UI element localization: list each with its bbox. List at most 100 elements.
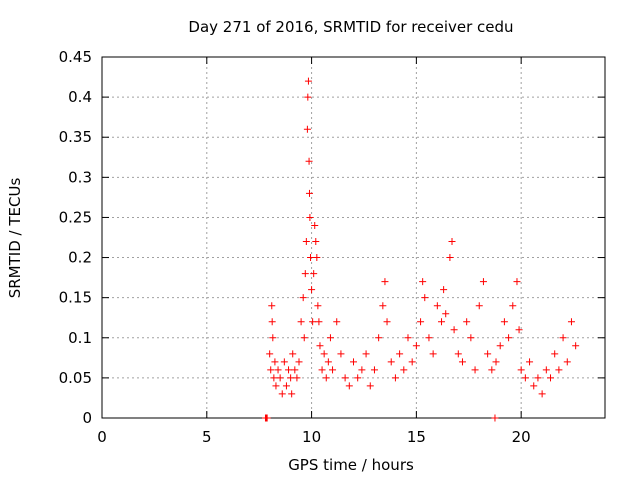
data-point [442,310,450,318]
data-point [270,374,278,382]
data-point [305,157,313,165]
data-point [491,414,499,422]
y-tick-label: 0.05 [59,369,92,387]
data-point [484,350,492,358]
data-point [345,382,353,390]
data-point [379,302,387,310]
data-point [492,358,500,366]
chart-title: Day 271 of 2016, SRMTID for receiver ced… [188,18,513,36]
data-point [268,302,276,310]
data-point [289,350,297,358]
data-point [324,358,332,366]
data-point [313,254,321,262]
y-tick-label: 0.1 [68,329,92,347]
y-tick-label: 0.3 [68,168,92,186]
data-point [303,125,311,133]
data-point [304,77,312,85]
data-point [366,382,374,390]
data-point [408,358,416,366]
data-point [538,390,546,398]
data-point [350,358,357,366]
data-point [310,270,318,278]
data-points [261,77,580,422]
data-point [400,366,408,374]
data-point [526,358,534,366]
data-point [563,358,571,366]
data-point [567,318,575,326]
data-point [354,374,362,382]
data-point [381,278,389,286]
data-point [314,302,322,310]
data-point [358,366,366,374]
data-point [509,302,517,310]
data-point [515,326,523,334]
data-point [438,318,446,326]
data-point [268,318,276,326]
data-point [446,254,454,262]
data-point [429,350,437,358]
data-point [404,334,412,342]
data-point [322,374,330,382]
data-point [295,358,303,366]
data-point [391,374,399,382]
data-point [288,390,296,398]
data-point [375,334,383,342]
data-point [326,334,334,342]
y-axis-label: SRMTID / TECUs [6,178,24,299]
data-point [271,358,279,366]
data-point [448,238,456,246]
data-point [307,254,315,262]
data-point [370,366,378,374]
data-point [285,366,293,374]
data-point [287,374,295,382]
data-point [272,382,280,390]
data-point [417,318,425,326]
data-point [467,334,475,342]
data-point [306,213,314,221]
data-point [463,318,471,326]
data-point [297,318,305,326]
data-point [551,350,559,358]
data-point [341,374,349,382]
data-point [329,366,337,374]
data-point [396,350,404,358]
data-point [458,358,466,366]
data-point [300,334,308,342]
data-point [308,286,316,294]
data-point [534,374,542,382]
data-point [282,382,290,390]
y-tick-label: 0.4 [68,88,92,106]
data-point [530,382,538,390]
axis-ticks: 0 0.05 0.1 0.15 0.2 0.25 0.3 0.35 0.4 0.45 0 5 10 15 2… [59,48,605,446]
data-point [280,358,288,366]
y-tick-label: 0.45 [59,48,92,66]
data-point [517,366,525,374]
x-axis-label: GPS time / hours [288,456,414,474]
x-tick-label: 5 [202,428,212,446]
data-point [475,302,483,310]
data-point [433,302,441,310]
y-tick-label: 0.35 [59,128,92,146]
data-point [559,334,567,342]
data-point [488,366,496,374]
data-point [421,294,429,302]
y-tick-label: 0 [82,409,92,427]
data-point [305,189,313,197]
data-point [291,366,299,374]
data-point [301,270,309,278]
data-point [513,278,521,286]
y-tick-label: 0.25 [59,208,92,226]
data-point [412,342,420,350]
data-point [304,93,312,101]
data-point [471,366,479,374]
data-point [383,318,391,326]
data-point [333,318,341,326]
data-point [387,358,395,366]
data-point [299,294,307,302]
data-point [479,278,487,286]
data-point [555,366,563,374]
data-point [267,366,275,374]
data-point [263,414,271,422]
data-point [521,374,529,382]
